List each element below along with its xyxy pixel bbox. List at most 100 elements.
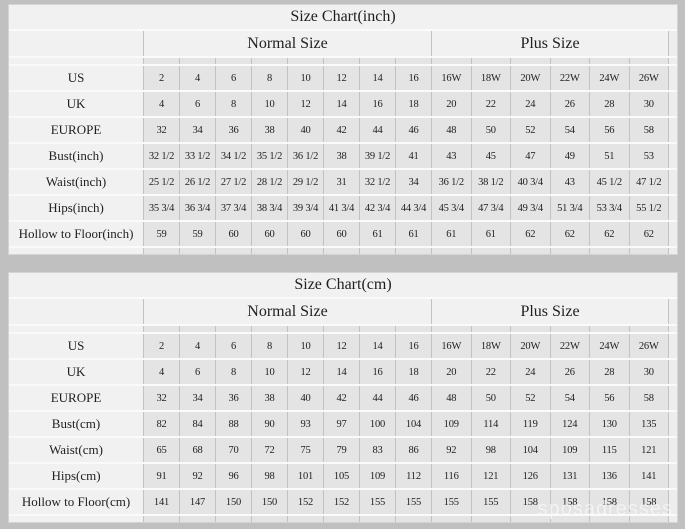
size-cell: 24W [590,334,630,358]
size-cell: 100 [360,412,396,436]
size-cell: 98 [471,438,511,462]
size-cell: 60 [288,222,324,246]
spacer-cell [396,326,432,332]
size-cell: 6 [180,92,216,116]
size-cell: 40 3/4 [511,170,551,194]
spacer-cell [550,58,590,64]
size-cell: 82 [144,412,180,436]
group-header-normal: Normal Size [144,31,432,56]
size-cell: 96 [216,464,252,488]
size-cell: 152 [288,490,324,514]
spacer-cell [288,516,324,522]
size-cell: 39 3/4 [288,196,324,220]
size-cell: 2 [144,334,180,358]
corner-cell [9,299,144,324]
row-edge-cell [669,170,677,194]
spacer-cell [144,516,180,522]
size-cell: 16 [396,66,432,90]
row-label: Waist(cm) [9,438,144,462]
group-header-plus: Plus Size [432,299,669,324]
size-cell: 38 1/2 [471,170,511,194]
size-cell: 58 [629,118,669,142]
size-cell: 105 [324,464,360,488]
size-cell: 97 [324,412,360,436]
size-table-inch: Size Chart(inch) Normal Size Plus Size US 2 4… [8,4,678,255]
size-cell: 26W [629,66,669,90]
size-cell: 52 [511,386,551,410]
table-title: Size Chart(inch) [9,5,677,29]
size-cell: 41 [396,144,432,168]
size-cell: 47 [511,144,551,168]
spacer-cell [360,516,396,522]
size-cell: 44 3/4 [396,196,432,220]
size-cell: 61 [432,222,472,246]
size-cell: 35 3/4 [144,196,180,220]
spacer-cell [216,516,252,522]
size-cell: 155 [432,490,472,514]
spacer-cell [288,326,324,332]
size-cell: 38 [252,118,288,142]
size-cell: 62 [511,222,551,246]
size-cell: 20W [511,66,551,90]
row-edge-cell [669,438,677,462]
row-label: UK [9,360,144,384]
spacer-cell [511,248,551,254]
spacer-cell [144,326,180,332]
group-header-normal: Normal Size [144,299,432,324]
size-cell: 32 1/2 [144,144,180,168]
spacer-cell [396,516,432,522]
size-cell: 6 [216,334,252,358]
size-cell: 65 [144,438,180,462]
size-cell: 60 [216,222,252,246]
size-cell: 44 [360,386,396,410]
size-cell: 35 1/2 [252,144,288,168]
size-cell: 141 [144,490,180,514]
size-cell: 109 [550,438,590,462]
size-cell: 28 [590,92,630,116]
row-edge-cell [669,144,677,168]
size-cell: 49 [550,144,590,168]
size-cell: 8 [252,334,288,358]
size-cell: 152 [324,490,360,514]
spacer-cell [669,326,677,332]
size-cell: 16 [360,92,396,116]
size-cell: 38 3/4 [252,196,288,220]
size-cell: 141 [629,464,669,488]
table-title: Size Chart(cm) [9,273,677,297]
size-cell: 48 [432,386,472,410]
size-cell: 158 [590,490,630,514]
spacer-cell [590,516,630,522]
spacer-cell [511,516,551,522]
spacer-cell [471,326,511,332]
size-cell: 61 [471,222,511,246]
row-edge-cell [669,66,677,90]
size-cell: 36 1/2 [288,144,324,168]
size-cell: 55 1/2 [629,196,669,220]
spacer-cell [324,58,360,64]
row-label: Hips(inch) [9,196,144,220]
size-cell: 22 [471,360,511,384]
size-cell: 32 [144,118,180,142]
size-cell: 43 [550,170,590,194]
size-cell: 75 [288,438,324,462]
size-cell: 20 [432,360,472,384]
spacer-cell [432,326,472,332]
size-cell: 104 [396,412,432,436]
row-label: Waist(inch) [9,170,144,194]
spacer-cell [180,248,216,254]
size-cell: 24W [590,66,630,90]
spacer-cell [360,248,396,254]
size-cell: 22 [471,92,511,116]
size-cell: 45 [471,144,511,168]
size-cell: 10 [288,66,324,90]
spacer-cell [511,326,551,332]
row-label: UK [9,92,144,116]
size-cell: 155 [396,490,432,514]
spacer-cell [216,248,252,254]
spacer-cell [629,248,669,254]
size-cell: 14 [360,334,396,358]
size-cell: 48 [432,118,472,142]
size-cell: 41 3/4 [324,196,360,220]
size-table-cm: Size Chart(cm) Normal Size Plus Size US 2 4 6 8… [8,272,678,523]
size-cell: 20W [511,334,551,358]
